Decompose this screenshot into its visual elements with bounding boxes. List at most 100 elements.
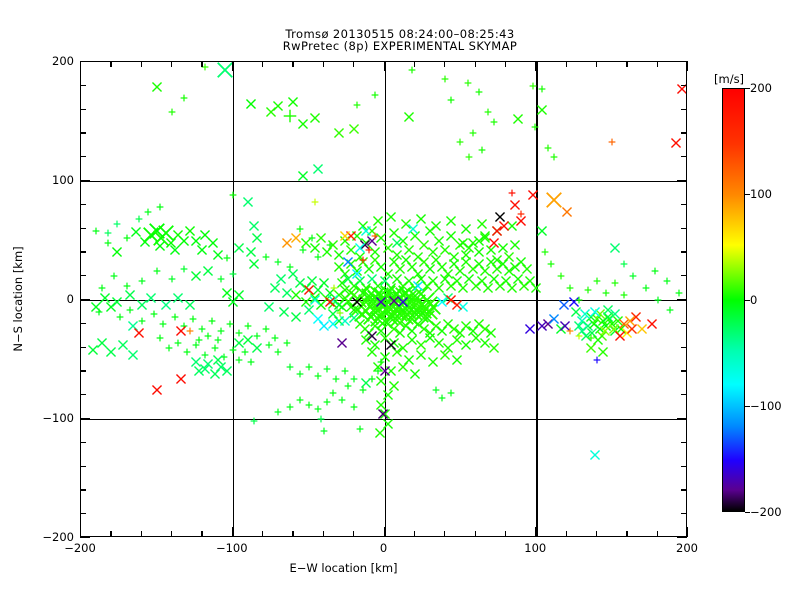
scatter-marker-plus (235, 329, 243, 337)
scatter-marker-plus (338, 396, 346, 404)
scatter-marker-x (355, 275, 366, 286)
scatter-marker-plus (456, 138, 464, 146)
figure-title-line1: Tromsø 20130515 08:24:00–08:25:43 (285, 27, 515, 41)
scatter-marker-plus (287, 403, 294, 411)
tick-mark (681, 227, 687, 229)
scatter-marker-x (127, 321, 138, 332)
tick-mark (80, 394, 86, 396)
scatter-marker-x (197, 244, 208, 256)
scatter-marker-x (248, 221, 260, 232)
scatter-marker-x (343, 297, 354, 308)
colorbar-tick-label: 200 (750, 81, 772, 95)
scatter-marker-x (476, 275, 487, 286)
scatter-marker-x (297, 118, 308, 129)
scatter-marker-x (209, 368, 220, 379)
scatter-marker-plus (274, 348, 282, 356)
scatter-marker-x (382, 242, 393, 253)
scatter-marker-x (408, 223, 419, 234)
scatter-marker-plus (274, 258, 282, 266)
tick-mark (171, 531, 173, 537)
scatter-marker-plus (337, 309, 344, 317)
gridline-vertical (232, 62, 235, 536)
scatter-marker-plus (314, 406, 322, 413)
tick-mark (80, 132, 86, 134)
scatter-marker-x (497, 242, 508, 253)
scatter-marker-plus (123, 234, 130, 242)
scatter-marker-plus (229, 191, 237, 199)
scatter-marker-x (288, 268, 299, 279)
scatter-marker-x (479, 230, 490, 241)
scatter-marker-x (303, 304, 314, 315)
scatter-marker-plus (651, 268, 659, 275)
scatter-marker-plus (541, 248, 549, 256)
scatter-marker-x (570, 306, 581, 317)
tick-mark (80, 322, 86, 325)
scatter-marker-plus (353, 101, 361, 109)
scatter-marker-x (549, 314, 560, 325)
y-axis-title: N−S location [km] (11, 246, 25, 352)
scatter-marker-x (440, 244, 451, 256)
scatter-marker-x (491, 254, 502, 265)
scatter-marker-x (522, 264, 533, 275)
scatter-marker-x (449, 323, 460, 334)
colorbar-tick (745, 194, 750, 196)
scatter-marker-plus (123, 282, 130, 290)
scatter-marker-plus (602, 289, 610, 297)
scatter-marker-x (588, 318, 599, 329)
scatter-marker-x (343, 273, 354, 284)
scatter-marker-x (418, 240, 429, 251)
scatter-marker-x (145, 292, 156, 303)
tick-mark (681, 275, 687, 277)
scatter-marker-plus (299, 246, 306, 254)
scatter-marker-x (485, 256, 496, 267)
scatter-marker-x (151, 385, 162, 396)
scatter-marker-x (388, 228, 399, 239)
scatter-marker-x (437, 325, 448, 336)
scatter-marker-x (370, 340, 381, 351)
scatter-marker-plus (341, 367, 349, 375)
scatter-marker-x (165, 237, 176, 248)
scatter-marker-x (391, 249, 402, 260)
scatter-marker-x (388, 323, 399, 334)
scatter-marker-x (361, 378, 372, 389)
scatter-marker-x (127, 349, 138, 360)
scatter-marker-x (461, 249, 472, 260)
scatter-marker-x (315, 233, 326, 244)
scatter-marker-x (458, 237, 469, 248)
tick-mark (80, 465, 86, 467)
tick-mark (110, 61, 112, 67)
scatter-marker-x (434, 283, 445, 294)
scatter-marker-x (173, 292, 184, 303)
scatter-marker-x (590, 306, 601, 317)
scatter-marker-plus (296, 396, 303, 404)
scatter-marker-x (212, 354, 223, 365)
tick-mark (681, 513, 687, 515)
scatter-marker-plus (262, 325, 270, 332)
scatter-marker-x (461, 223, 472, 234)
tick-mark (110, 531, 112, 537)
scatter-marker-x (333, 299, 344, 310)
scatter-marker-x (391, 347, 402, 358)
scatter-data-layer (81, 62, 686, 536)
scatter-marker-x (424, 333, 436, 344)
scatter-marker-plus (296, 225, 303, 232)
scatter-marker-x (158, 225, 174, 242)
scatter-marker-plus (538, 85, 546, 93)
scatter-marker-x (581, 330, 592, 341)
scatter-marker-plus (283, 339, 291, 347)
scatter-marker-plus (247, 358, 255, 366)
tick-mark (681, 84, 687, 87)
tick-mark (681, 156, 687, 158)
scatter-marker-plus (350, 403, 358, 411)
scatter-marker-x (388, 256, 399, 267)
tick-mark (535, 61, 537, 71)
scatter-marker-x (425, 299, 441, 316)
scatter-marker-x (610, 309, 621, 320)
tick-mark (681, 108, 687, 110)
tick-mark (80, 370, 86, 372)
scatter-marker-plus (135, 215, 143, 223)
scatter-marker-x (452, 275, 463, 286)
scatter-marker-x (379, 333, 390, 344)
scatter-marker-plus (217, 327, 225, 335)
figure-title-line2: RwPretec (8p) EXPERIMENTAL SKYMAP (282, 39, 518, 53)
